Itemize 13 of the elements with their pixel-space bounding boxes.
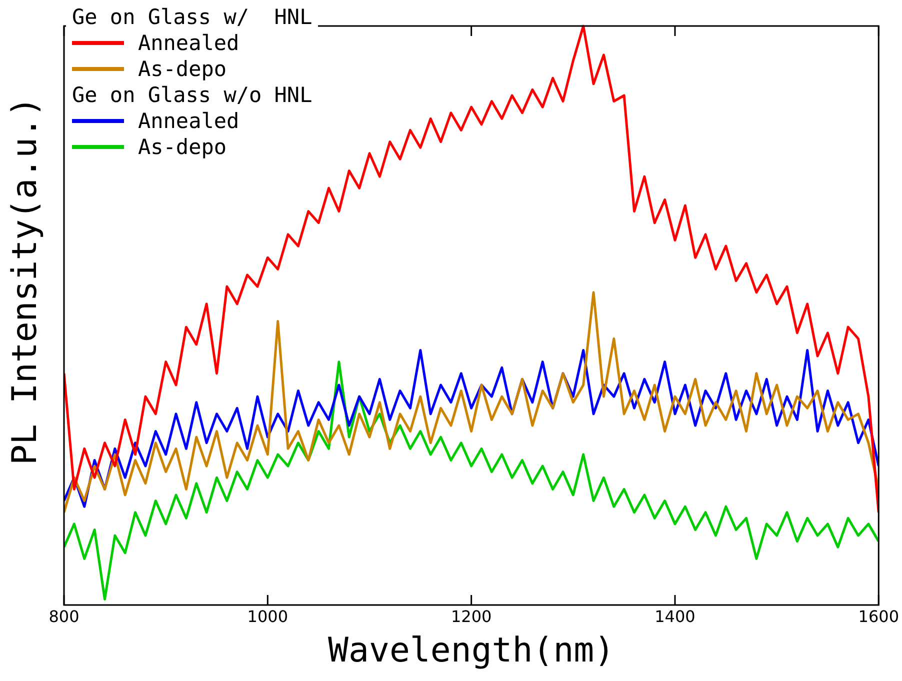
legend-label: As-depo <box>138 56 227 82</box>
x-tick-label: 1400 <box>654 606 696 626</box>
annotation: Ge on Glass w/o HNL <box>72 82 312 108</box>
x-tick-label: 1600 <box>858 606 899 626</box>
x-tick-label: 1200 <box>450 606 492 626</box>
y-axis-title: PL Intensity(a.u.) <box>5 96 45 465</box>
legend-label: Annealed <box>138 30 240 56</box>
legend-label: As-depo <box>138 134 227 160</box>
legend-label: Annealed <box>138 108 240 134</box>
x-tick-label: 1000 <box>247 606 288 626</box>
annotation: Ge on Glass w/ HNL <box>72 4 312 30</box>
x-axis-title: Wavelength(nm) <box>328 630 615 670</box>
x-tick-label: 800 <box>48 606 80 626</box>
